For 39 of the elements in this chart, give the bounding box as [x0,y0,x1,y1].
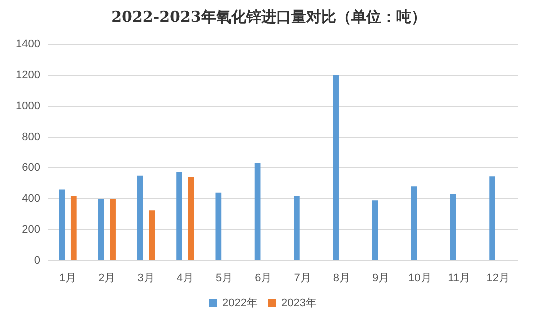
x-tick-label: 6月 [255,272,272,284]
y-tick-label: 0 [34,254,40,267]
bar [411,186,418,260]
bar [110,199,116,260]
bar [216,192,222,260]
chart-title: 2022-2023年氧化锌进口量对比（单位：吨） [110,7,428,28]
bar [254,164,261,260]
bar [294,196,300,260]
x-tick-label: 11月 [448,272,471,284]
x-tick-label: 5月 [216,272,234,284]
bar [450,194,456,260]
legend-label: 2023年 [282,298,317,310]
x-tick-label: 8月 [333,272,350,284]
x-tick-label: 12月 [486,272,510,284]
bar [137,176,144,260]
legend-label: 2022年 [222,298,258,310]
x-tick-label: 7月 [294,272,312,284]
y-tick-label: 200 [22,224,40,236]
bar [70,196,77,260]
y-tick-label: 1400 [16,38,40,51]
bar [372,200,378,260]
x-tick-label: 4月 [176,272,194,284]
x-tick-label: 1月 [59,272,77,284]
bar [333,75,339,260]
bar [149,210,156,260]
x-tick-label: 3月 [138,272,155,284]
x-tick-label: 2月 [98,272,116,284]
x-tick-label: 9月 [372,272,390,284]
bar [176,172,182,260]
y-tick-label: 800 [22,131,40,144]
y-tick-label: 1200 [16,70,40,82]
x-tick-label: 10月 [408,272,432,284]
bar [188,177,194,260]
y-tick-label: 400 [22,193,40,206]
y-tick-label: 600 [22,162,40,174]
y-tick-label: 1000 [16,100,40,112]
bar [98,199,104,260]
bar [59,190,66,260]
bar [490,176,496,260]
